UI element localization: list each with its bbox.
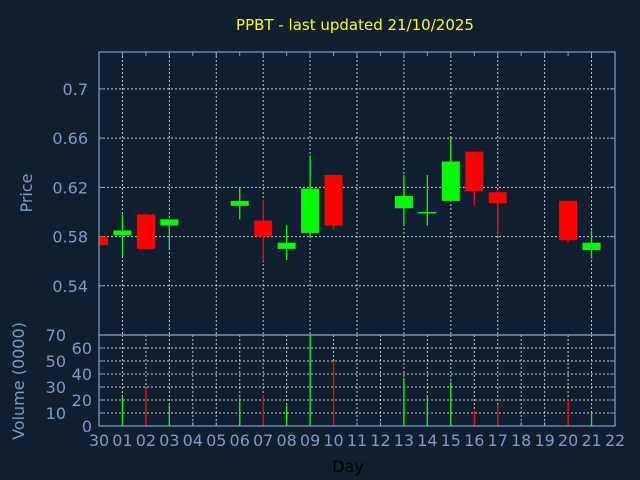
x-tick-label: 19	[534, 431, 554, 450]
candle-body	[559, 200, 578, 241]
candle-body	[230, 200, 249, 206]
candle-body	[99, 236, 108, 246]
candle-body	[113, 230, 132, 236]
x-tick-label: 04	[183, 431, 203, 450]
x-tick-label: 13	[394, 431, 414, 450]
candle-body	[394, 195, 413, 209]
candle-body	[488, 192, 507, 204]
volume-tick-label: 30	[46, 378, 66, 397]
x-tick-label: 14	[417, 431, 437, 450]
x-tick-label: 10	[323, 431, 343, 450]
volume-axis-label: Volume (0000)	[9, 322, 28, 440]
price-tick-label: 0.66	[52, 129, 88, 148]
x-tick-label: 01	[112, 431, 132, 450]
candle-body	[160, 219, 179, 226]
x-tick-label: 17	[488, 431, 508, 450]
candle-body	[582, 242, 601, 251]
x-tick-label: 02	[136, 431, 156, 450]
candle-body	[465, 151, 484, 192]
candle-body	[324, 175, 343, 226]
x-tick-label: 11	[347, 431, 367, 450]
x-tick-label: 16	[464, 431, 484, 450]
x-tick-label: 30	[89, 431, 109, 450]
candle-body	[441, 161, 460, 201]
x-tick-label: 08	[276, 431, 296, 450]
x-tick-label: 22	[605, 431, 625, 450]
x-tick-label: 21	[581, 431, 601, 450]
volume-tick-label: 60	[72, 339, 92, 358]
candle-body	[301, 188, 320, 233]
volume-tick-label: 70	[46, 326, 66, 345]
volume-frame	[98, 334, 616, 427]
volume-tick-label: 20	[72, 391, 92, 410]
candle-body	[136, 214, 155, 249]
x-axis-label: Day	[332, 457, 364, 476]
x-tick-label: 15	[441, 431, 461, 450]
x-tick-label: 03	[159, 431, 179, 450]
volume-tick-label: 10	[46, 404, 66, 423]
price-axis-label: Price	[17, 173, 36, 212]
x-tick-label: 18	[511, 431, 531, 450]
x-tick-label: 07	[253, 431, 273, 450]
candle-body	[254, 220, 273, 237]
chart-title: PPBT - last updated 21/10/2025	[236, 16, 474, 34]
price-tick-label: 0.58	[52, 228, 88, 247]
price-tick-label: 0.62	[52, 178, 88, 197]
candle-body	[277, 242, 296, 249]
price-tick-label: 0.54	[52, 277, 88, 296]
volume-tick-label: 40	[72, 365, 92, 384]
x-tick-label: 06	[230, 431, 250, 450]
x-tick-label: 05	[206, 431, 226, 450]
x-tick-label: 09	[300, 431, 320, 450]
x-tick-label: 12	[370, 431, 390, 450]
price-tick-label: 0.7	[63, 80, 88, 99]
x-tick-label: 20	[558, 431, 578, 450]
candle-body	[418, 211, 437, 214]
volume-tick-label: 0	[82, 417, 92, 436]
volume-tick-label: 50	[46, 352, 66, 371]
